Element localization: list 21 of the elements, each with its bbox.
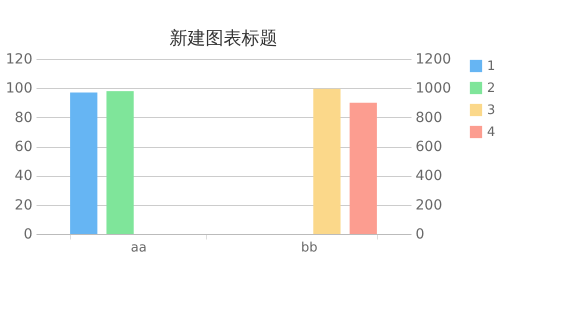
y-tick-label: 60 [14, 139, 32, 155]
y-tick-label: 40 [14, 168, 32, 184]
y2-tick-label: 400 [416, 168, 442, 184]
legend-label: 1 [487, 59, 496, 74]
y-tick-label: 80 [14, 110, 32, 126]
chart-title: 新建图表标题 [170, 28, 278, 49]
y2-tick-label: 600 [416, 139, 442, 155]
x-tick-label: bb [300, 240, 318, 256]
legend-label: 4 [487, 125, 496, 140]
y2-tick-label: 800 [416, 110, 442, 126]
y-tick-label: 120 [6, 52, 32, 68]
y-tick-label: 100 [6, 80, 32, 97]
y-tick-label: 20 [14, 197, 32, 214]
y-tick-label: 0 [24, 226, 32, 242]
y2-tick-label: 0 [416, 226, 424, 242]
y2-tick-label: 200 [416, 197, 442, 214]
x-tick-label: aa [130, 240, 147, 256]
y2-tick-label: 1200 [416, 52, 452, 68]
legend-label: 3 [487, 103, 496, 118]
y2-tick-label: 1000 [416, 80, 452, 97]
legend-label: 2 [487, 81, 496, 96]
